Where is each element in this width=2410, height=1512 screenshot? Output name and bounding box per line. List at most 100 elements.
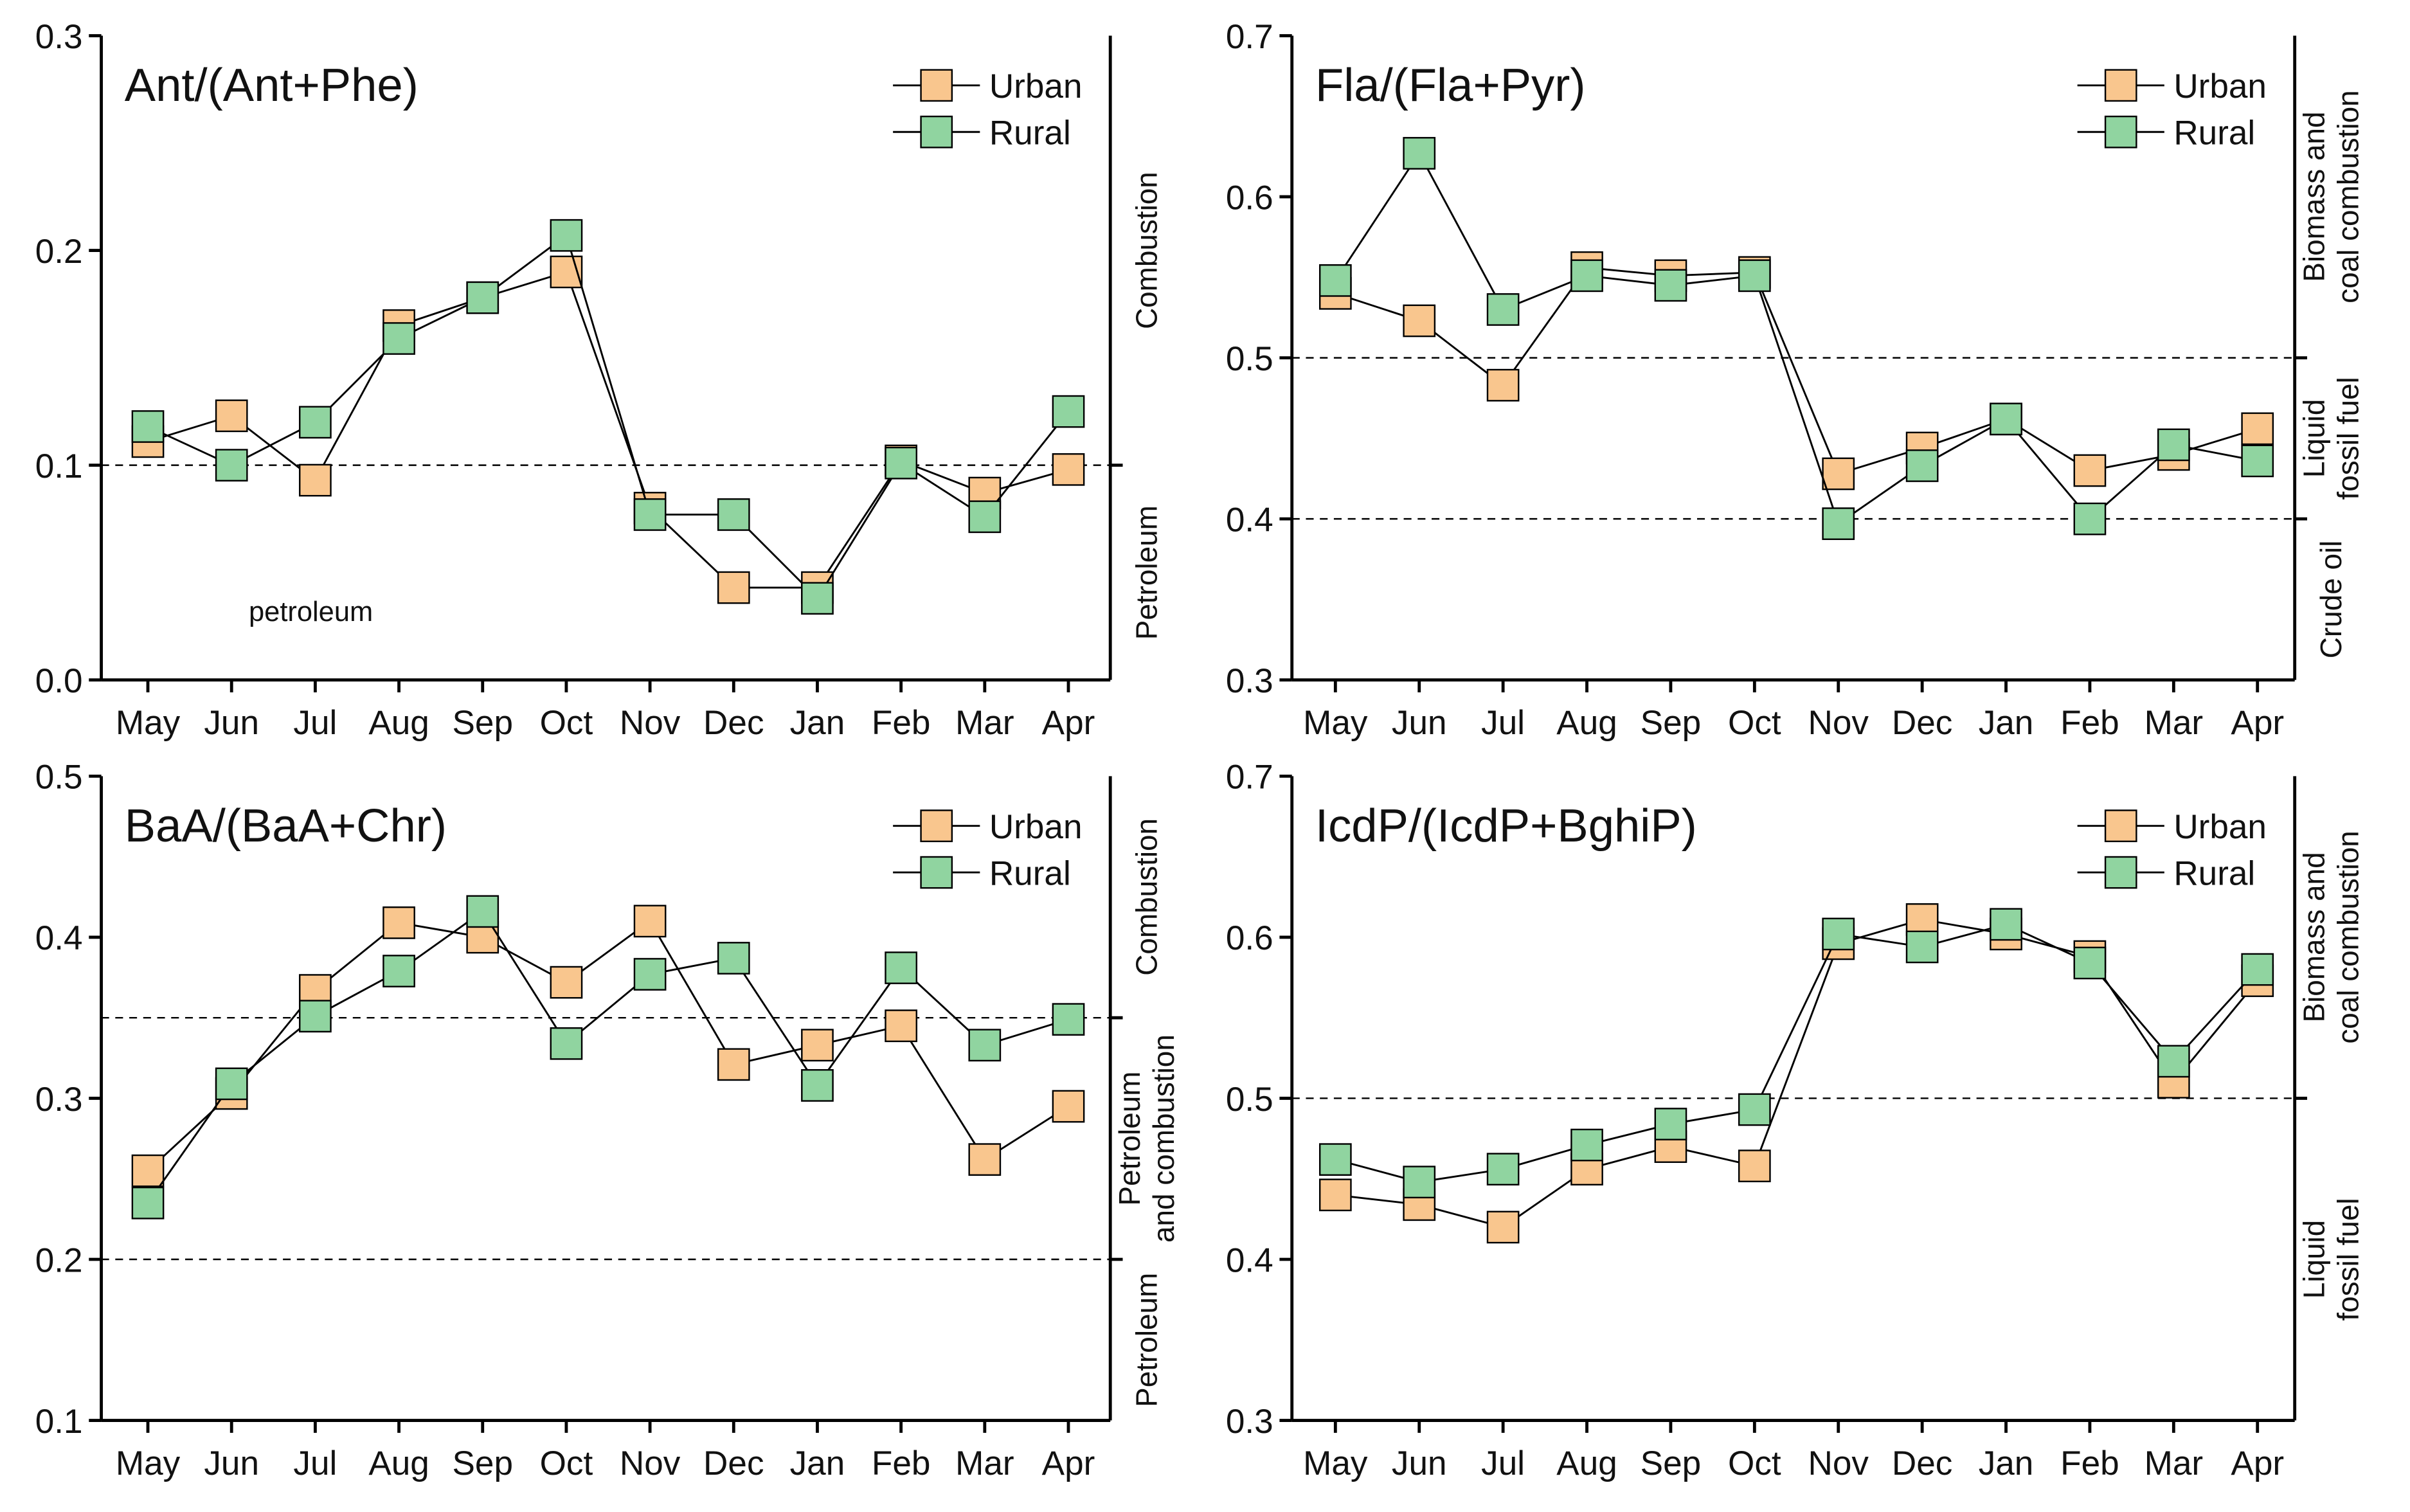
series-line: [1335, 266, 2258, 475]
region-label: coal combustion: [2332, 90, 2365, 303]
x-tick-label: Oct: [540, 704, 593, 742]
marker: [1318, 264, 1352, 297]
x-tick-label: Jul: [293, 1444, 337, 1482]
marker: [633, 905, 667, 938]
marker: [1486, 368, 1520, 402]
marker: [1052, 395, 1085, 428]
marker: [801, 582, 834, 615]
y-tick-label: 0.6: [1226, 179, 1273, 217]
y-tick-label: 0.1: [35, 447, 83, 485]
marker: [2241, 953, 2274, 986]
y-tick-label: 0.0: [35, 662, 83, 700]
x-tick-label: Feb: [2060, 1444, 2119, 1482]
x-tick-label: Apr: [2231, 1444, 2284, 1482]
x-tick-label: Jun: [1392, 704, 1447, 742]
x-tick-label: Mar: [955, 1444, 1014, 1482]
x-tick-label: Jun: [204, 704, 259, 742]
x-tick-label: Jul: [293, 704, 337, 742]
y-tick-label: 0.4: [1226, 501, 1273, 539]
x-tick-label: Jul: [1481, 1444, 1525, 1482]
legend-label: Rural: [989, 854, 1071, 892]
x-tick-label: Apr: [2231, 704, 2284, 742]
marker: [1052, 453, 1085, 486]
marker: [968, 500, 1002, 534]
marker: [717, 571, 750, 604]
marker: [131, 1154, 165, 1187]
marker: [1822, 507, 1855, 541]
marker: [550, 219, 583, 252]
region-label: Biomass and: [2298, 852, 2331, 1022]
marker: [2157, 1045, 2190, 1078]
region-label: Petroleum: [1113, 1072, 1146, 1206]
marker: [801, 1069, 834, 1102]
x-tick-label: Dec: [703, 704, 764, 742]
marker: [633, 498, 667, 531]
x-tick-label: Feb: [872, 704, 931, 742]
legend-label: Rural: [989, 114, 1071, 152]
marker: [1654, 269, 1687, 302]
marker: [1052, 1090, 1085, 1123]
marker: [1738, 259, 1771, 292]
marker: [717, 498, 750, 531]
annotation: petroleum: [249, 597, 373, 627]
x-tick-label: Feb: [872, 1444, 931, 1482]
y-tick-label: 0.4: [1226, 1241, 1273, 1279]
marker: [801, 1029, 834, 1062]
region-label: coal combustion: [2332, 831, 2365, 1043]
x-tick-label: Sep: [1641, 1444, 1702, 1482]
marker: [885, 446, 917, 480]
region-label: Liquid: [2298, 399, 2331, 478]
x-tick-label: Aug: [1556, 1444, 1617, 1482]
y-tick-label: 0.6: [1226, 919, 1273, 957]
marker: [215, 399, 248, 433]
y-tick-label: 0.3: [35, 18, 83, 56]
y-tick-label: 0.2: [35, 1241, 83, 1279]
x-tick-label: Sep: [452, 1444, 513, 1482]
marker: [131, 410, 165, 443]
panel-title: IcdP/(IcdP+BghiP): [1315, 800, 1697, 852]
series-line: [1335, 151, 2258, 525]
marker: [1318, 1143, 1352, 1176]
series-line: [147, 233, 1070, 600]
marker: [1990, 908, 2022, 941]
marker: [299, 406, 332, 439]
legend-marker: [920, 69, 953, 102]
region-label: Petroleum: [1130, 1273, 1164, 1407]
marker: [299, 1000, 332, 1033]
x-tick-label: Nov: [620, 1444, 681, 1482]
x-tick-label: Aug: [368, 1444, 429, 1482]
x-tick-label: Jan: [790, 1444, 845, 1482]
legend-marker: [920, 115, 953, 148]
x-tick-label: May: [1303, 704, 1368, 742]
marker: [1403, 304, 1436, 338]
y-tick-label: 0.2: [35, 233, 83, 271]
panel-title: Fla/(Fla+Pyr): [1315, 59, 1586, 111]
marker: [968, 1143, 1002, 1176]
y-tick-label: 0.5: [35, 759, 83, 797]
x-tick-label: Mar: [955, 704, 1014, 742]
x-tick-label: May: [116, 704, 181, 742]
x-tick-label: Dec: [1892, 704, 1952, 742]
legend-marker: [2104, 809, 2137, 843]
marker: [2073, 946, 2107, 980]
legend-label: Rural: [2173, 854, 2255, 892]
x-tick-label: May: [1303, 1444, 1368, 1482]
series-line: [147, 910, 1069, 1204]
x-tick-label: Dec: [703, 1444, 764, 1482]
panel-title: Ant/(Ant+Phe): [125, 59, 418, 111]
x-tick-label: Nov: [1808, 704, 1869, 742]
marker: [1822, 917, 1855, 951]
marker: [466, 895, 499, 928]
marker: [1486, 293, 1520, 326]
marker: [466, 281, 499, 314]
y-tick-label: 0.5: [1226, 340, 1273, 378]
marker: [1052, 1003, 1085, 1036]
marker: [1486, 1153, 1520, 1186]
region-label: Combustion: [1130, 172, 1164, 329]
marker: [215, 1067, 248, 1101]
y-tick-label: 0.5: [1226, 1081, 1273, 1119]
marker: [1486, 1210, 1520, 1244]
region-label: Crude oil: [2314, 541, 2348, 659]
legend-marker: [2104, 69, 2137, 102]
